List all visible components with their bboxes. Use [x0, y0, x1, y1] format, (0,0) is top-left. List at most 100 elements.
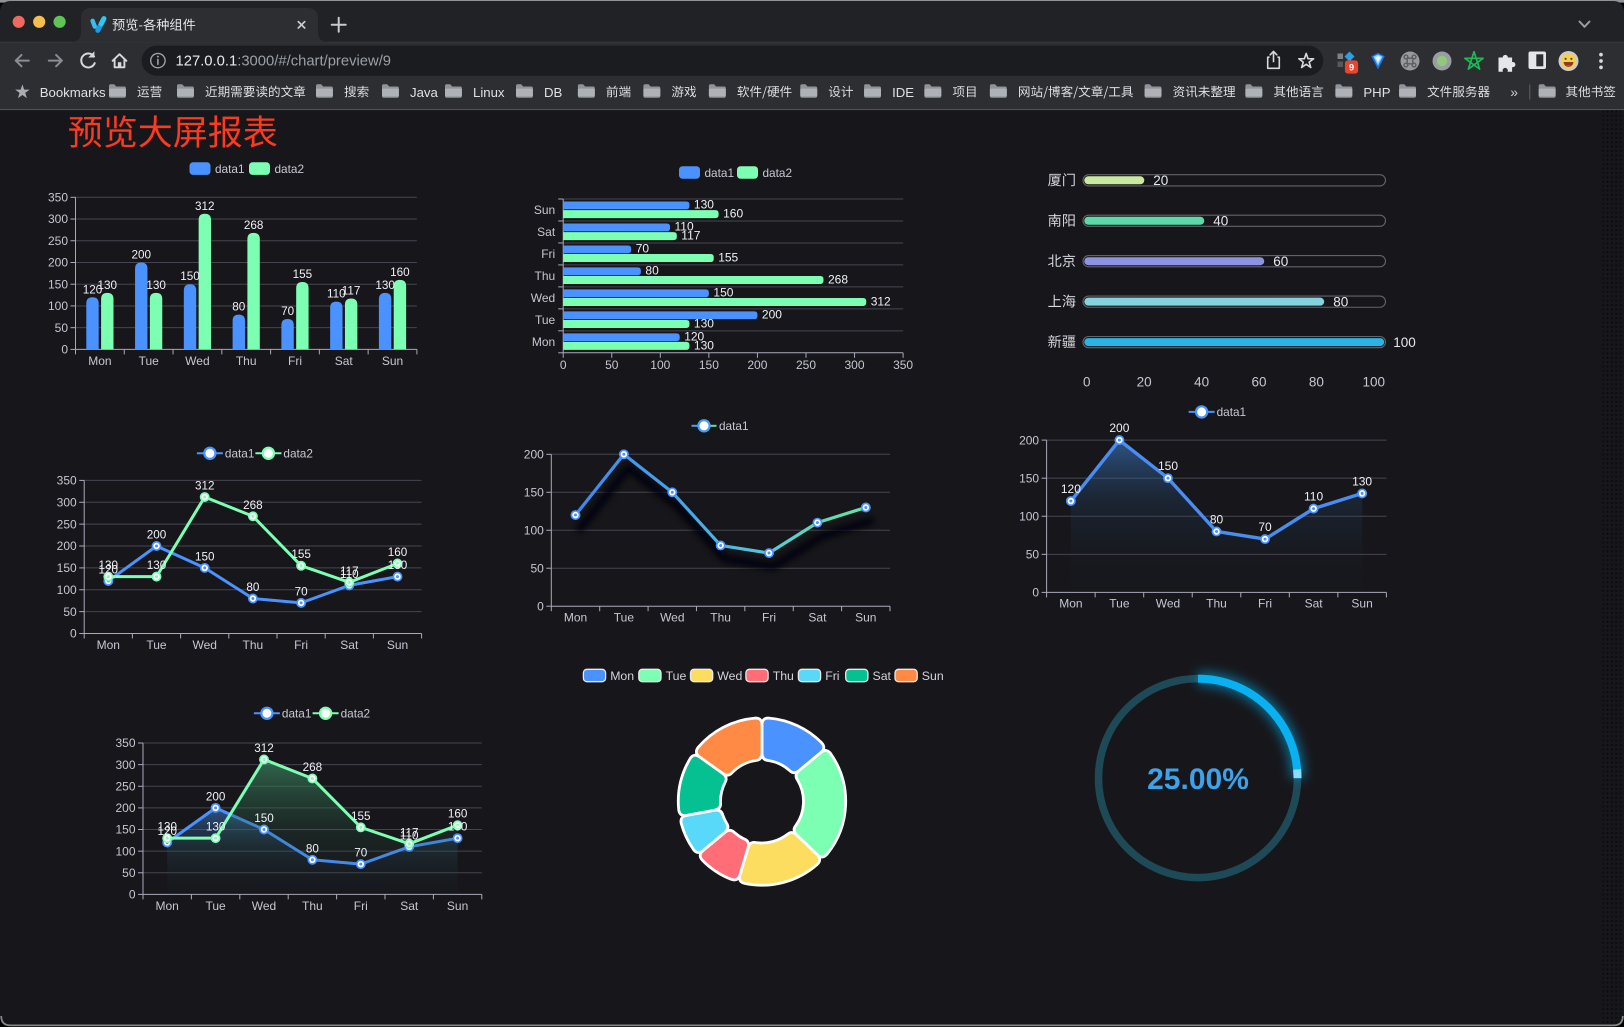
svg-text:130: 130: [694, 198, 714, 212]
svg-text:Sat: Sat: [873, 669, 892, 683]
svg-text:Sun: Sun: [447, 899, 468, 913]
svg-text:80: 80: [246, 581, 260, 594]
svg-text:Fri: Fri: [1258, 597, 1272, 611]
svg-text:9: 9: [1349, 63, 1354, 74]
svg-text:350: 350: [48, 191, 68, 205]
svg-text:200: 200: [762, 308, 782, 322]
svg-text:150: 150: [254, 812, 274, 825]
svg-text:Tue: Tue: [535, 313, 556, 327]
svg-text:312: 312: [871, 294, 891, 308]
svg-text:data1: data1: [1217, 405, 1247, 419]
svg-text:0: 0: [1032, 586, 1039, 600]
svg-text:Wed: Wed: [185, 354, 209, 368]
svg-text:200: 200: [747, 358, 767, 372]
svg-text:0: 0: [560, 358, 567, 372]
svg-text:110: 110: [327, 288, 346, 301]
svg-text:130: 130: [694, 338, 714, 352]
svg-text:IDE: IDE: [892, 85, 914, 100]
svg-text:0: 0: [537, 599, 544, 613]
svg-text:120: 120: [684, 330, 704, 344]
svg-text:300: 300: [48, 212, 68, 226]
svg-text:70: 70: [354, 847, 368, 860]
svg-text:300: 300: [844, 358, 864, 372]
svg-text:data2: data2: [763, 166, 793, 180]
svg-text:data1: data1: [719, 419, 749, 433]
svg-text:200: 200: [48, 256, 68, 270]
svg-text:data1: data1: [705, 166, 735, 180]
svg-text:Bookmarks: Bookmarks: [40, 85, 106, 100]
svg-text:Wed: Wed: [192, 638, 216, 652]
svg-text:130: 130: [157, 821, 177, 834]
svg-text:Fri: Fri: [294, 638, 308, 652]
svg-text:80: 80: [645, 264, 659, 278]
svg-text:80: 80: [1309, 375, 1324, 390]
svg-text:50: 50: [63, 605, 77, 619]
svg-text:160: 160: [723, 207, 743, 221]
svg-text:150: 150: [1019, 471, 1039, 485]
svg-text:100: 100: [1019, 510, 1039, 524]
svg-text:130: 130: [388, 559, 408, 572]
svg-text:150: 150: [115, 823, 135, 837]
svg-text:130: 130: [1352, 474, 1372, 488]
svg-text:160: 160: [388, 546, 408, 559]
svg-text:Tue: Tue: [1109, 597, 1130, 611]
svg-text:Mon: Mon: [88, 354, 111, 368]
svg-text:data1: data1: [282, 707, 312, 721]
svg-text:data1: data1: [215, 162, 245, 176]
svg-text:Thu: Thu: [535, 269, 556, 283]
svg-text:0: 0: [61, 343, 68, 357]
svg-text:155: 155: [718, 250, 738, 264]
svg-text:250: 250: [48, 234, 68, 248]
svg-text:50: 50: [55, 321, 69, 335]
svg-text:60: 60: [1273, 254, 1288, 269]
svg-text:150: 150: [48, 277, 68, 291]
svg-text:300: 300: [115, 758, 135, 772]
svg-text:Thu: Thu: [1206, 597, 1227, 611]
svg-text:Mon: Mon: [610, 669, 634, 683]
svg-text:155: 155: [293, 268, 313, 281]
svg-text:Sat: Sat: [808, 610, 827, 624]
svg-text:110: 110: [400, 829, 419, 842]
svg-text:Tue: Tue: [146, 638, 167, 652]
svg-text:200: 200: [206, 790, 226, 803]
svg-text:155: 155: [351, 810, 371, 823]
svg-text:Sun: Sun: [922, 669, 944, 683]
svg-text:150: 150: [195, 550, 215, 563]
svg-text:100: 100: [524, 524, 544, 538]
svg-text:data2: data2: [341, 707, 371, 721]
svg-text:110: 110: [1304, 490, 1323, 504]
svg-text:Thu: Thu: [710, 610, 731, 624]
svg-text:Java: Java: [410, 85, 439, 100]
svg-text:130: 130: [98, 279, 118, 292]
svg-text:data2: data2: [283, 447, 313, 461]
svg-text:200: 200: [115, 801, 135, 815]
svg-text:117: 117: [400, 826, 419, 839]
svg-text:100: 100: [1393, 335, 1416, 350]
svg-text:268: 268: [828, 272, 848, 286]
svg-text:80: 80: [1333, 295, 1348, 310]
svg-text:312: 312: [254, 742, 274, 755]
svg-text:100: 100: [48, 299, 68, 313]
svg-text:70: 70: [636, 242, 650, 256]
svg-text:25.00%: 25.00%: [1147, 763, 1249, 796]
svg-text:100: 100: [115, 844, 135, 858]
svg-text:268: 268: [303, 761, 323, 774]
svg-text:300: 300: [57, 496, 77, 510]
svg-text:Sat: Sat: [1305, 597, 1324, 611]
svg-text:Fri: Fri: [825, 669, 839, 683]
svg-text:Thu: Thu: [302, 899, 323, 913]
svg-text:100: 100: [650, 358, 670, 372]
svg-text:Fri: Fri: [354, 899, 368, 913]
svg-text:150: 150: [699, 358, 719, 372]
svg-text:268: 268: [244, 219, 264, 232]
svg-text:Mon: Mon: [97, 638, 120, 652]
svg-text:data1: data1: [225, 447, 255, 461]
svg-text:Thu: Thu: [243, 638, 264, 652]
svg-text:350: 350: [893, 358, 913, 372]
svg-text:80: 80: [1210, 513, 1224, 527]
svg-text:Sun: Sun: [855, 610, 876, 624]
svg-text:Fri: Fri: [541, 247, 555, 261]
svg-text:Sat: Sat: [537, 225, 556, 239]
svg-text:70: 70: [281, 305, 295, 318]
svg-text:150: 150: [57, 561, 77, 575]
